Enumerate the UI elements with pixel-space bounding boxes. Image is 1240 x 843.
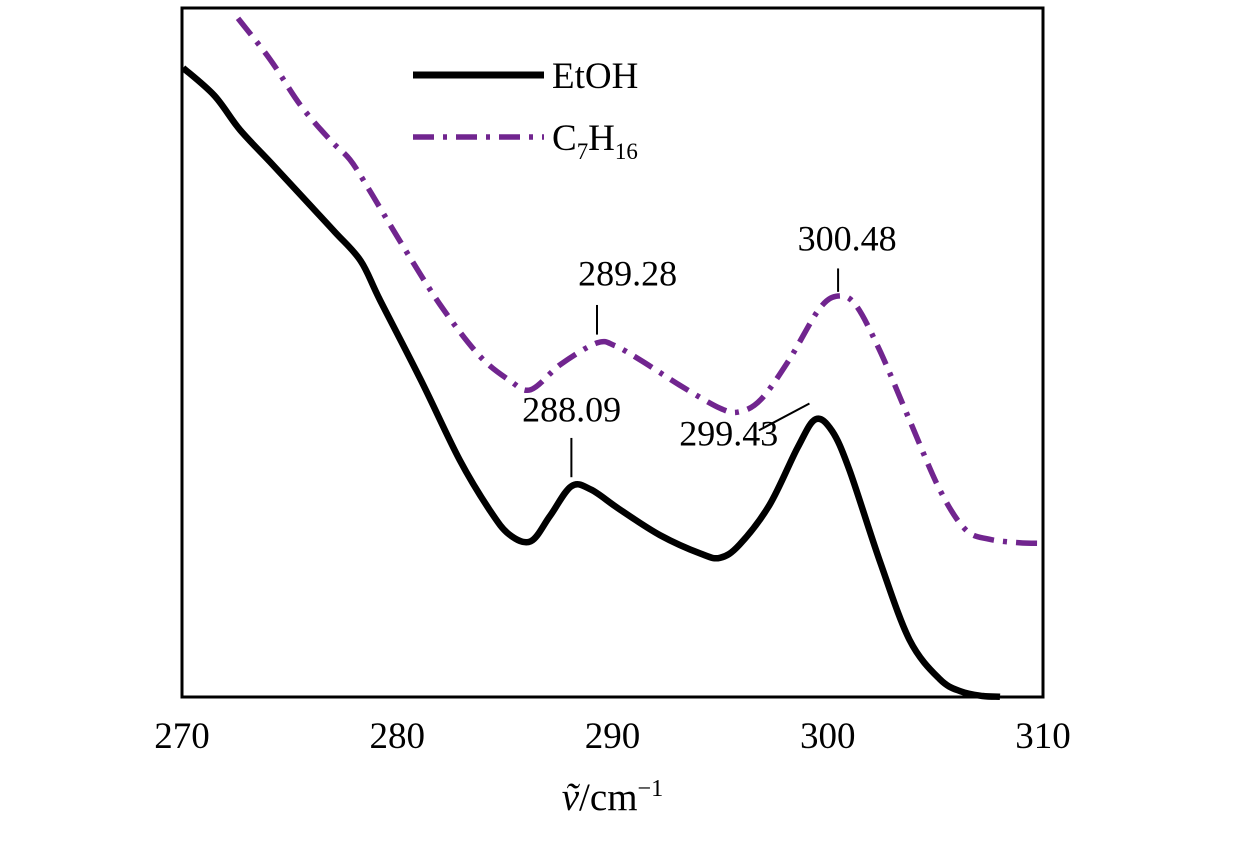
annotation-label-289.28: 289.28 [578,254,677,294]
c7h16-curve [235,16,1044,547]
x-tick-label-270: 270 [154,716,210,757]
legend-label-etoh: EtOH [552,56,638,97]
x-axis-tick-labels: 270 280 290 300 310 [154,716,1071,757]
plot-frame [180,6,1045,699]
x-axis-title-text: ṽ/cm−1 [562,775,664,819]
x-axis-title: ṽ/cm−1 [562,775,664,819]
x-tick-label-310: 310 [1015,716,1071,757]
annotation-label-300.48: 300.48 [798,219,897,259]
peak-annotations: 288.09 299.43 289.28 300.48 [522,219,897,478]
annotation-label-299.43: 299.43 [679,414,778,454]
etoh-curve [180,65,1001,700]
series-curves [180,16,1044,700]
legend: EtOH C7H16 [413,56,638,164]
x-tick-label-300: 300 [800,716,856,757]
legend-label-c7h16: C7H16 [552,118,638,164]
annotation-leader-299.43 [758,402,810,432]
x-tick-label-280: 280 [370,716,426,757]
x-tick-label-290: 290 [585,716,641,757]
annotation-label-288.09: 288.09 [522,389,621,429]
